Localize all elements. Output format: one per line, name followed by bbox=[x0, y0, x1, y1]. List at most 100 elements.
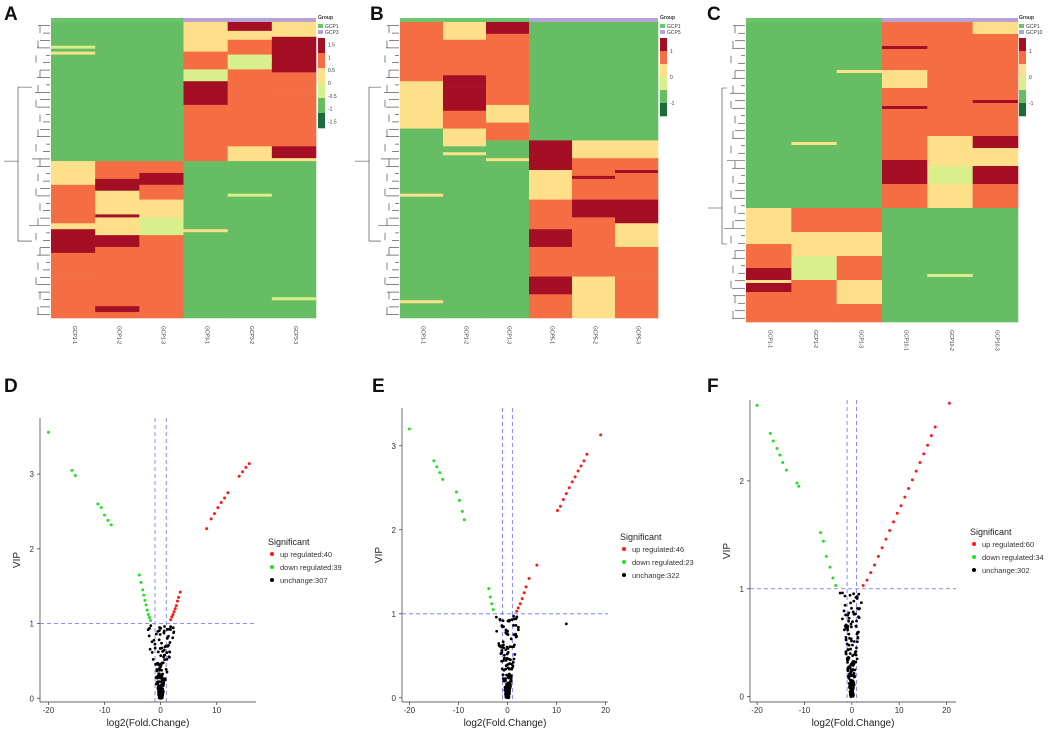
heat-cell bbox=[139, 217, 184, 236]
heat-cell bbox=[227, 30, 273, 41]
unchange-points bbox=[838, 591, 863, 698]
unchange-point bbox=[847, 666, 851, 670]
legend-swatch bbox=[318, 24, 323, 28]
heat-cell bbox=[95, 190, 140, 206]
unchange-point bbox=[156, 650, 160, 654]
x-tick-label: 10 bbox=[895, 706, 904, 715]
dendrogram-root bbox=[4, 86, 32, 242]
unchange-point bbox=[846, 628, 850, 632]
legend-label: GCP1 bbox=[1026, 24, 1040, 30]
unchange-point bbox=[159, 654, 163, 657]
down-point bbox=[139, 580, 143, 584]
down-point bbox=[784, 468, 788, 472]
legend-title: Group bbox=[318, 15, 333, 21]
heat-cell bbox=[443, 39, 487, 76]
panel-letter: A bbox=[4, 4, 18, 25]
heat-cell bbox=[927, 184, 973, 209]
up-point bbox=[555, 508, 559, 512]
heat-cell bbox=[927, 22, 973, 35]
heat-cell bbox=[572, 246, 616, 277]
color-scale-tick: 0 bbox=[1029, 75, 1032, 81]
unchange-point bbox=[503, 653, 506, 657]
legend-label: down regulated:34 bbox=[982, 553, 1044, 562]
up-point bbox=[244, 465, 248, 469]
heat-cell bbox=[183, 30, 228, 52]
down-point bbox=[831, 576, 835, 580]
down-point bbox=[454, 490, 458, 494]
up-point bbox=[558, 504, 562, 508]
down-regulated-points bbox=[407, 427, 495, 612]
heat-cell bbox=[615, 22, 659, 141]
unchange-point bbox=[503, 687, 507, 691]
heat-cell bbox=[271, 22, 317, 38]
color-scale-step bbox=[1019, 64, 1026, 78]
unchange-point bbox=[851, 668, 855, 671]
up-point bbox=[576, 469, 580, 473]
heat-cell bbox=[183, 51, 228, 70]
heat-cell bbox=[836, 256, 883, 281]
unchange-point bbox=[154, 662, 158, 666]
color-scale-step bbox=[318, 83, 325, 99]
unchange-point bbox=[505, 673, 508, 677]
heat-cell bbox=[882, 70, 928, 89]
up-point bbox=[861, 584, 865, 588]
heat-cell bbox=[927, 208, 973, 323]
heat-cell bbox=[95, 205, 140, 236]
unchange-point bbox=[507, 667, 511, 671]
unchange-point bbox=[843, 594, 847, 598]
heat-cell bbox=[882, 46, 928, 49]
unchange-point bbox=[859, 601, 863, 605]
unchange-point bbox=[506, 633, 510, 636]
up-point bbox=[520, 597, 524, 601]
heat-cell bbox=[572, 22, 616, 141]
heat-cell bbox=[139, 184, 184, 200]
heat-cell bbox=[529, 170, 573, 200]
up-point bbox=[178, 590, 182, 594]
heat-cell bbox=[972, 136, 1019, 149]
unchange-point bbox=[852, 674, 856, 678]
heat-cell bbox=[882, 34, 928, 71]
x-tick-label: 0 bbox=[850, 706, 855, 715]
unchange-point bbox=[850, 606, 853, 610]
heat-cell bbox=[972, 184, 1019, 209]
heat-cell bbox=[836, 280, 883, 305]
unchange-point bbox=[152, 638, 156, 642]
up-point bbox=[599, 433, 603, 437]
heat-cell bbox=[529, 140, 573, 171]
down-point bbox=[145, 608, 149, 612]
up-point bbox=[880, 546, 884, 550]
legend-label: down regulated:39 bbox=[280, 563, 342, 572]
unchange-point bbox=[516, 625, 520, 629]
column-label: GCP1-2 bbox=[463, 326, 469, 344]
unchange-point bbox=[855, 597, 859, 600]
unchange-point bbox=[851, 610, 855, 614]
heat-cell bbox=[836, 232, 883, 257]
legend-swatch bbox=[660, 30, 665, 34]
unchange-point bbox=[848, 652, 852, 655]
unchange-point bbox=[500, 667, 504, 671]
unchange-point bbox=[507, 690, 511, 694]
unchange-point bbox=[507, 619, 511, 623]
legend-swatch bbox=[660, 24, 665, 28]
up-point bbox=[177, 595, 181, 599]
legend-label: GCP1 bbox=[325, 24, 339, 30]
x-tick-label: -10 bbox=[99, 706, 111, 715]
up-point bbox=[914, 469, 918, 473]
unchange-point bbox=[508, 658, 512, 662]
unchange-point bbox=[162, 648, 166, 652]
down-point bbox=[144, 603, 148, 607]
unchange-point bbox=[163, 625, 166, 628]
up-point bbox=[567, 486, 571, 490]
heat-cell bbox=[95, 235, 140, 248]
unchange-point bbox=[153, 646, 157, 650]
unchange-point bbox=[153, 642, 157, 646]
heat-cell bbox=[271, 297, 316, 301]
column-label: GCP3-3 bbox=[292, 326, 298, 344]
heat-cell bbox=[615, 223, 659, 248]
down-point bbox=[149, 619, 153, 623]
unchange-point bbox=[158, 696, 162, 700]
unchange-point bbox=[168, 641, 172, 644]
heat-cell bbox=[572, 158, 616, 177]
panel-letter: F bbox=[707, 376, 719, 397]
unchange-point bbox=[564, 622, 568, 626]
